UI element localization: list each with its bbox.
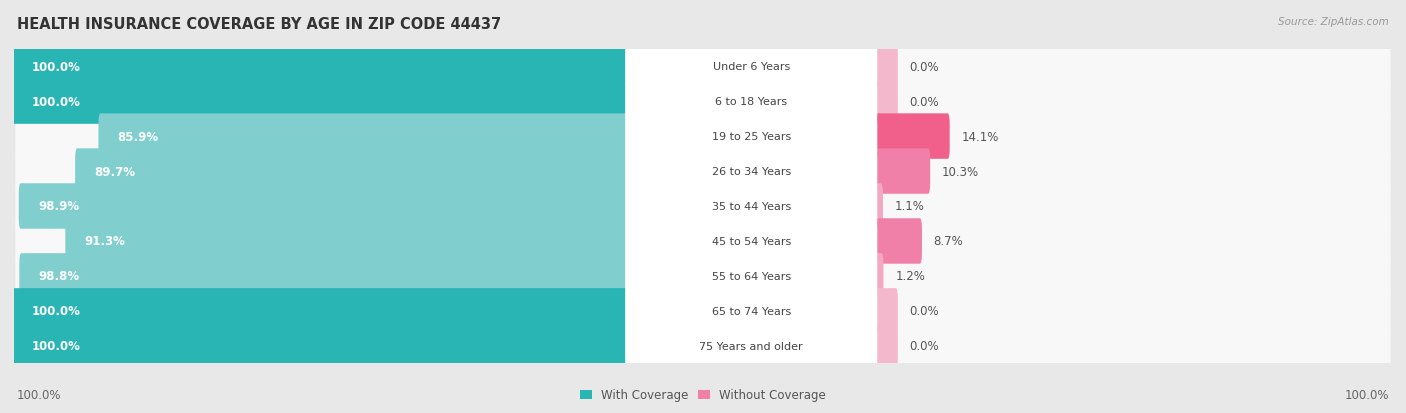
FancyBboxPatch shape [13,288,630,334]
Text: 98.8%: 98.8% [38,270,80,283]
Text: 91.3%: 91.3% [84,235,125,248]
FancyBboxPatch shape [15,250,1391,302]
Text: 6 to 18 Years: 6 to 18 Years [716,97,787,107]
FancyBboxPatch shape [15,285,1391,337]
FancyBboxPatch shape [15,320,1391,372]
Text: 45 to 54 Years: 45 to 54 Years [711,236,790,247]
FancyBboxPatch shape [873,254,883,299]
Text: 0.0%: 0.0% [910,61,939,74]
FancyBboxPatch shape [873,79,898,125]
FancyBboxPatch shape [873,323,898,369]
Text: 65 to 74 Years: 65 to 74 Years [711,306,790,316]
FancyBboxPatch shape [15,41,1391,93]
FancyBboxPatch shape [626,254,877,299]
FancyBboxPatch shape [873,149,931,194]
Text: 100.0%: 100.0% [31,61,80,74]
Text: 14.1%: 14.1% [962,130,998,143]
Text: 1.2%: 1.2% [896,270,925,283]
FancyBboxPatch shape [873,44,898,90]
FancyBboxPatch shape [98,114,630,159]
FancyBboxPatch shape [873,219,922,264]
FancyBboxPatch shape [626,44,877,90]
Text: 75 Years and older: 75 Years and older [699,341,803,351]
Text: 100.0%: 100.0% [31,95,80,108]
FancyBboxPatch shape [15,76,1391,128]
FancyBboxPatch shape [626,79,877,125]
FancyBboxPatch shape [15,145,1391,198]
Text: Source: ZipAtlas.com: Source: ZipAtlas.com [1278,17,1389,26]
FancyBboxPatch shape [13,323,630,369]
FancyBboxPatch shape [20,254,630,299]
Text: 98.9%: 98.9% [38,200,79,213]
Text: Under 6 Years: Under 6 Years [713,62,790,72]
Text: 0.0%: 0.0% [910,339,939,352]
Text: 55 to 64 Years: 55 to 64 Years [711,271,790,281]
FancyBboxPatch shape [873,114,949,159]
Text: 26 to 34 Years: 26 to 34 Years [711,166,790,177]
FancyBboxPatch shape [15,215,1391,268]
Text: 100.0%: 100.0% [31,305,80,318]
Text: 89.7%: 89.7% [94,165,135,178]
FancyBboxPatch shape [626,184,877,229]
Text: 10.3%: 10.3% [942,165,979,178]
Text: 19 to 25 Years: 19 to 25 Years [711,132,790,142]
FancyBboxPatch shape [18,184,630,229]
FancyBboxPatch shape [626,219,877,264]
FancyBboxPatch shape [626,288,877,334]
FancyBboxPatch shape [13,79,630,125]
FancyBboxPatch shape [626,149,877,194]
FancyBboxPatch shape [873,184,883,229]
Legend: With Coverage, Without Coverage: With Coverage, Without Coverage [579,389,827,401]
Text: 0.0%: 0.0% [910,305,939,318]
FancyBboxPatch shape [626,114,877,159]
Text: 35 to 44 Years: 35 to 44 Years [711,202,790,211]
Text: 100.0%: 100.0% [31,339,80,352]
Text: 8.7%: 8.7% [934,235,963,248]
Text: HEALTH INSURANCE COVERAGE BY AGE IN ZIP CODE 44437: HEALTH INSURANCE COVERAGE BY AGE IN ZIP … [17,17,501,31]
Text: 85.9%: 85.9% [118,130,159,143]
FancyBboxPatch shape [873,288,898,334]
FancyBboxPatch shape [65,219,630,264]
FancyBboxPatch shape [13,44,630,90]
FancyBboxPatch shape [75,149,630,194]
FancyBboxPatch shape [626,323,877,369]
Text: 100.0%: 100.0% [17,388,62,401]
Text: 1.1%: 1.1% [894,200,925,213]
FancyBboxPatch shape [15,180,1391,233]
FancyBboxPatch shape [15,111,1391,163]
Text: 100.0%: 100.0% [1344,388,1389,401]
Text: 0.0%: 0.0% [910,95,939,108]
